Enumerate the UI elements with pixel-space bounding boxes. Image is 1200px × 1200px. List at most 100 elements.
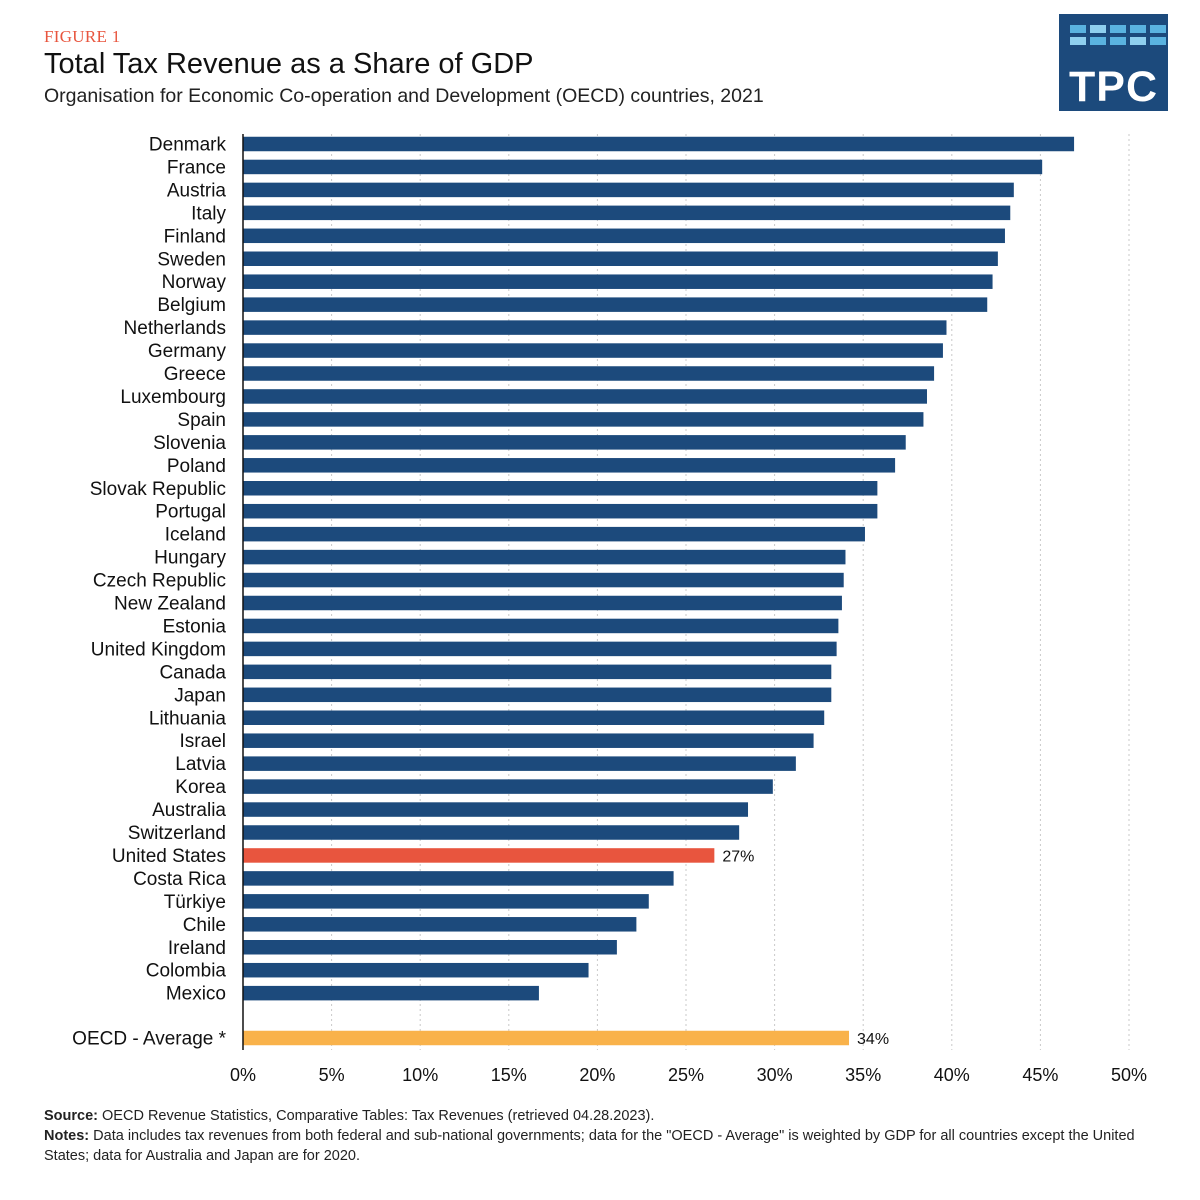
category-label: Switzerland — [128, 823, 226, 844]
bar-austria — [243, 182, 1014, 198]
category-label: Czech Republic — [93, 571, 226, 592]
bar-czech-republic — [243, 572, 844, 588]
category-label: Luxembourg — [120, 387, 226, 408]
bar-iceland — [243, 526, 865, 542]
category-label: United States — [112, 846, 226, 867]
bar-ireland — [243, 940, 617, 955]
bar-canada — [243, 664, 832, 680]
average-label: OECD - Average * — [72, 1029, 226, 1050]
category-label: Poland — [167, 456, 226, 477]
category-label: Slovenia — [153, 433, 226, 454]
x-tick-label: 40% — [934, 1065, 970, 1085]
x-tick-label: 30% — [757, 1065, 793, 1085]
x-tick-label: 0% — [230, 1065, 256, 1085]
bar-germany — [243, 343, 943, 358]
category-label: Portugal — [155, 502, 226, 523]
category-label: Austria — [167, 180, 227, 201]
data-label: 27% — [722, 848, 754, 865]
category-label: Colombia — [146, 961, 227, 982]
x-tick-label: 15% — [491, 1065, 527, 1085]
category-label: Korea — [175, 777, 226, 798]
category-label: Japan — [174, 685, 226, 706]
bar-slovenia — [243, 435, 906, 450]
category-label: Costa Rica — [133, 869, 226, 890]
bar-australia — [243, 802, 749, 817]
bar-slovak-republic — [243, 481, 878, 496]
x-tick-label: 5% — [319, 1065, 345, 1085]
bar-poland — [243, 458, 896, 473]
bar-netherlands — [243, 320, 947, 335]
x-tick-label: 25% — [668, 1065, 704, 1085]
tpc-logo: TPC — [1059, 14, 1168, 111]
bar-switzerland — [243, 825, 740, 840]
notes-text: Data includes tax revenues from both fed… — [44, 1128, 1135, 1164]
bar-greece — [243, 366, 935, 381]
category-label: Lithuania — [149, 708, 227, 729]
category-label: Hungary — [154, 548, 226, 569]
category-label: Sweden — [157, 249, 226, 270]
chart-subtitle: Organisation for Economic Co-operation a… — [44, 85, 764, 107]
source-label: Source: — [44, 1108, 98, 1124]
logo-grid-icon — [1070, 25, 1166, 45]
bar-united-kingdom — [243, 641, 837, 657]
category-label: Germany — [148, 341, 227, 362]
bar-chile — [243, 917, 637, 932]
notes-label: Notes: — [44, 1128, 90, 1144]
notes: Notes: Data includes tax revenues from b… — [44, 1126, 1154, 1166]
category-label: Israel — [180, 731, 226, 752]
x-tick-label: 45% — [1022, 1065, 1058, 1085]
bar-spain — [243, 412, 924, 427]
category-label: Spain — [177, 410, 226, 431]
bar-france — [243, 159, 1043, 175]
category-label: Finland — [164, 226, 226, 247]
category-label: Chile — [183, 915, 226, 936]
bar-japan — [243, 687, 832, 703]
category-label: Denmark — [149, 135, 227, 156]
bar-portugal — [243, 503, 878, 519]
source-note: Source: OECD Revenue Statistics, Compara… — [44, 1106, 1154, 1126]
bar-estonia — [243, 618, 839, 634]
category-label: Greece — [164, 364, 226, 385]
logo-text: TPC — [1069, 63, 1158, 111]
bar-korea — [243, 779, 773, 794]
bar-sweden — [243, 251, 998, 266]
category-label: Ireland — [168, 938, 226, 959]
bar-belgium — [243, 297, 988, 312]
bar-costa-rica — [243, 871, 674, 886]
chart-title: Total Tax Revenue as a Share of GDP — [44, 48, 534, 80]
average-bar — [243, 1030, 850, 1046]
average-data-label: 34% — [857, 1031, 889, 1048]
category-label: Netherlands — [124, 318, 226, 339]
x-tick-label: 20% — [579, 1065, 615, 1085]
bar-t-rkiye — [243, 894, 649, 909]
source-text: OECD Revenue Statistics, Comparative Tab… — [102, 1108, 655, 1124]
bar-luxembourg — [243, 389, 927, 404]
bar-norway — [243, 274, 993, 289]
category-label: Norway — [162, 272, 227, 293]
bar-latvia — [243, 756, 796, 771]
x-tick-label: 35% — [845, 1065, 881, 1085]
category-label: Canada — [159, 662, 226, 683]
category-label: Australia — [152, 800, 226, 821]
x-tick-label: 10% — [402, 1065, 438, 1085]
chart-footer: Source: OECD Revenue Statistics, Compara… — [44, 1106, 1154, 1166]
category-label: Italy — [191, 203, 226, 224]
bar-chart: DenmarkFranceAustriaItalyFinlandSwedenNo… — [72, 134, 1147, 1085]
category-label: Belgium — [157, 295, 226, 316]
category-label: Mexico — [166, 984, 226, 1005]
bar-lithuania — [243, 710, 825, 725]
category-label: Slovak Republic — [90, 479, 226, 500]
x-tick-label: 50% — [1111, 1065, 1147, 1085]
bar-colombia — [243, 962, 589, 978]
bar-italy — [243, 205, 1011, 221]
category-label: Türkiye — [164, 892, 226, 913]
bar-hungary — [243, 549, 846, 565]
category-label: New Zealand — [114, 594, 226, 615]
category-label: Iceland — [165, 525, 226, 546]
category-label: United Kingdom — [91, 639, 226, 660]
bar-israel — [243, 733, 814, 748]
figure-label: FIGURE 1 — [44, 27, 121, 46]
category-label: Estonia — [163, 616, 227, 637]
category-label: France — [167, 157, 226, 178]
bar-finland — [243, 228, 1005, 244]
